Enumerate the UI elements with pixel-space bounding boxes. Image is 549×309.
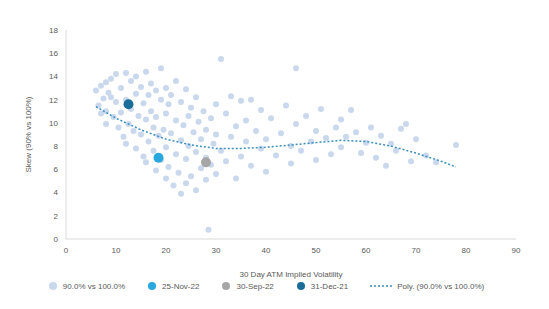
svg-text:10: 10 (49, 119, 58, 128)
svg-text:8: 8 (54, 142, 59, 151)
svg-text:2: 2 (54, 212, 59, 221)
svg-text:30: 30 (212, 246, 221, 255)
svg-text:30 Day ATM Implied Volatility: 30 Day ATM Implied Volatility (239, 270, 342, 279)
svg-text:20: 20 (162, 246, 171, 255)
svg-text:0: 0 (54, 235, 59, 244)
html-text:25-Nov-22: 25-Nov-22 (162, 281, 200, 291)
svg-text:0: 0 (64, 246, 69, 255)
svg-text:18: 18 (49, 26, 58, 35)
svg-text:90: 90 (512, 246, 521, 255)
svg-text:14: 14 (49, 72, 58, 81)
svg-text:80: 80 (462, 246, 471, 255)
svg-text:12: 12 (49, 96, 58, 105)
svg-text:16: 16 (49, 49, 58, 58)
html-text:31-Dec-21: 31-Dec-21 (310, 281, 349, 291)
svg-text:70: 70 (412, 246, 421, 255)
svg-text:Skew (90% vs 100%): Skew (90% vs 100%) (24, 96, 33, 172)
svg-text:4: 4 (54, 188, 59, 197)
svg-text:6: 6 (54, 165, 59, 174)
html-text:90.0% vs 100.0%: 90.0% vs 100.0% (62, 281, 126, 291)
html-text:30-Sep-22: 30-Sep-22 (236, 281, 274, 291)
svg-text:50: 50 (312, 246, 321, 255)
svg-text:60: 60 (362, 246, 371, 255)
svg-text:10: 10 (112, 246, 121, 255)
svg-text:40: 40 (262, 246, 271, 255)
html-text:Poly. (90.0% vs 100.0%): Poly. (90.0% vs 100.0%) (397, 281, 485, 291)
